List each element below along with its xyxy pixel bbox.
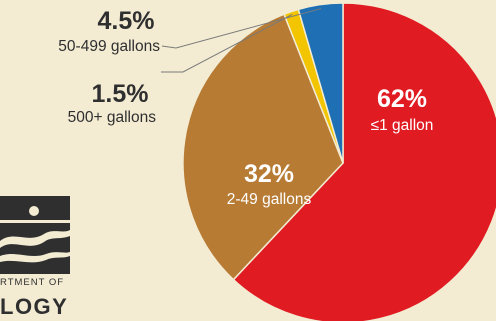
leader-lines: [161, 8, 322, 73]
logo-emblem-icon: [0, 196, 70, 274]
leader-line-500-plus: [161, 14, 293, 73]
slice-label-1-gallon-percent: 62%: [376, 85, 428, 113]
logo-text-ecology: LOGY: [0, 294, 69, 319]
slice-label-2-49-percent: 32%: [243, 160, 295, 188]
pie-slices: [182, 2, 496, 321]
slice-label-2-49-description: 2-49 gallons: [226, 191, 312, 208]
department-logo: RTMENT OF LOGY: [0, 196, 82, 321]
pie-slice-1-gallon: [232, 2, 496, 321]
leader-line-50-499: [161, 8, 322, 49]
slice-label-50-499-percent: 4.5%: [97, 7, 155, 35]
slice-label-50-499-description: 50-499 gallons: [58, 38, 160, 55]
slice-label-500-plus-percent: 1.5%: [91, 80, 149, 108]
slice-label-1-gallon-description: ≤1 gallon: [370, 117, 434, 134]
pie-slice-50-499-gallons: [297, 2, 344, 164]
logo-text-department: RTMENT OF: [0, 277, 65, 288]
pie-slice-2-49-gallons: [182, 13, 344, 281]
slice-label-500-plus-description: 500+ gallons: [67, 109, 156, 126]
